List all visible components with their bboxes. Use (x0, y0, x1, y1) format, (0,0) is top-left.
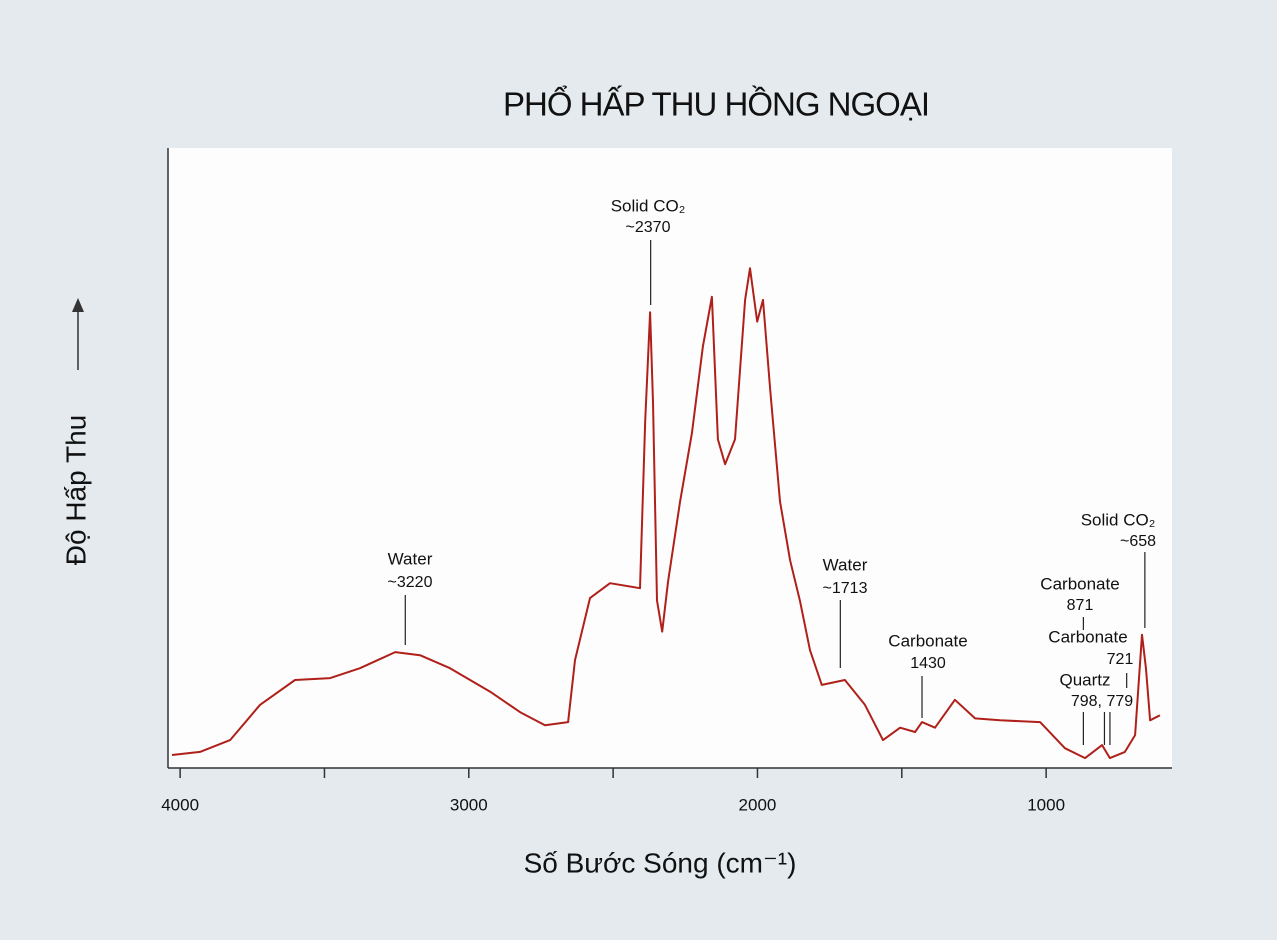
y-arrow-head (72, 298, 84, 312)
annotation-text: ~658 (1120, 533, 1156, 550)
x-axis-label: Số Bước Sóng (cm⁻¹) (524, 847, 797, 878)
annotation-text: 871 (1067, 597, 1094, 614)
annotation-text: ~1713 (823, 580, 868, 597)
y-axis-label: Độ Hấp Thu (60, 415, 91, 565)
annotation-text: Carbonate (1048, 627, 1127, 646)
x-tick-label: 4000 (161, 795, 199, 814)
x-tick-label: 3000 (450, 795, 488, 814)
annotation-text: Water (823, 555, 868, 574)
annotation-text: ~3220 (388, 574, 433, 591)
annotation-text: Carbonate (1040, 574, 1119, 593)
x-tick-label: 2000 (739, 795, 777, 814)
spectrum-line (171, 267, 1161, 760)
annotation-text: Water (388, 549, 433, 568)
annotation-text: Carbonate (888, 631, 967, 650)
annotation-text: Solid CO₂ (611, 196, 686, 215)
plot-area (168, 148, 1172, 768)
annotation-text: ~2370 (626, 219, 671, 236)
annotation-text: Quartz (1059, 670, 1110, 689)
annotation-text: Solid CO₂ (1081, 510, 1156, 529)
annotation-text: 798, 779 (1071, 693, 1133, 710)
chart-title: PHỔ HẤP THU HỒNG NGOẠI (503, 86, 929, 123)
annotation-text: 721 (1107, 651, 1134, 668)
x-tick-label: 1000 (1027, 795, 1065, 814)
annotation-text: 1430 (910, 655, 946, 672)
